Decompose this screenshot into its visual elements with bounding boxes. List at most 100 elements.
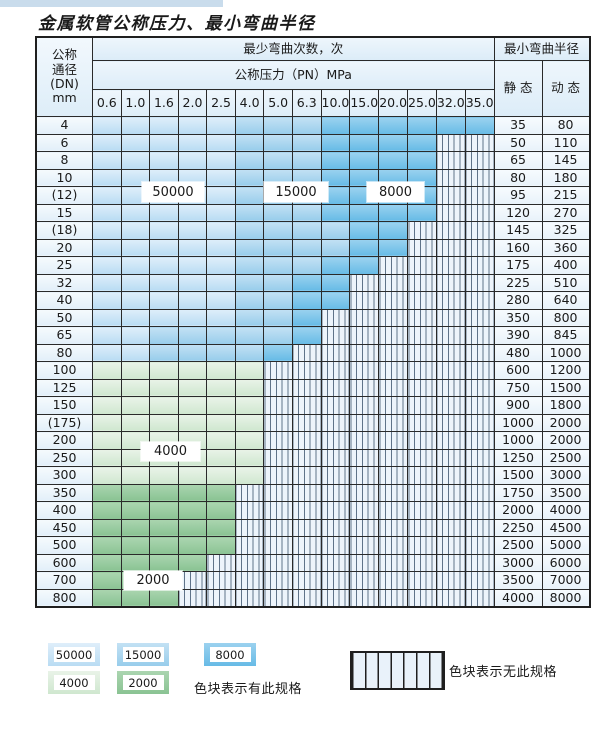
spec-cell [263,343,293,362]
no-spec-cell [435,553,466,572]
spec-cell [234,378,265,397]
spec-cell [234,361,265,380]
header-row-pressures: 0.6 1.0 1.6 2.0 2.5 4.0 5.0 6.3 10.0 15.0 20.0 25.0… [36,89,590,117]
no-spec-cell [320,308,351,327]
spec-cell [177,483,208,502]
no-spec-cell [206,588,236,608]
pressure-column-header: 15.0 [349,89,380,117]
no-spec-cell [378,291,409,310]
no-spec-cell [263,518,293,537]
spec-cell [149,396,179,415]
spec-cell [92,308,122,327]
spec-cell [291,203,322,222]
spec-cell [149,588,179,608]
no-spec-cell [407,308,437,327]
spec-cell [206,466,236,485]
table-row: 25 175 400 [35,256,591,275]
spec-cell [120,151,151,170]
no-spec-cell [464,186,495,205]
table-row: 150 900 1800 [35,396,591,415]
pressure-column-header: 25.0 [407,89,437,117]
no-spec-cell [320,536,351,555]
no-spec-cell [407,413,437,432]
spec-cell [206,501,236,520]
no-spec-cell [234,553,265,572]
spec-cell [320,116,351,135]
dn-cell: 400 [35,501,93,520]
spec-cell [349,133,380,152]
dn-cell: 6 [35,133,93,152]
no-spec-cell [378,536,409,555]
no-spec-cell [407,238,437,257]
table-row: 125 750 1500 [35,378,591,397]
no-spec-cell [291,466,322,485]
dynamic-radius-cell: 800 [541,308,591,327]
dn-cell: 600 [35,553,93,572]
dn-cell: 700 [35,571,93,590]
no-spec-cell [263,501,293,520]
no-spec-cell [320,571,351,590]
spec-cell [120,326,151,345]
no-spec-cell [320,466,351,485]
no-spec-cell [234,501,265,520]
no-spec-cell [349,588,380,608]
legend-swatch-8000: 8000 [204,643,256,666]
dynamic-radius-cell: 2500 [541,448,591,467]
no-spec-cell [435,133,466,152]
no-spec-cell [320,448,351,467]
no-spec-cell [464,326,495,345]
pressure-column-header: 0.6 [92,89,122,117]
dn-cell: 200 [35,431,93,450]
static-radius-cell: 2250 [493,518,543,537]
pressure-column-header: 20.0 [378,89,409,117]
spec-cell [92,343,122,362]
spec-cell [263,273,293,292]
no-spec-cell [464,501,495,520]
spec-cell [234,238,265,257]
spec-cell [92,186,122,205]
spec-cell [378,133,409,152]
dn-cell: (12) [35,186,93,205]
spec-cell [149,553,179,572]
spec-cell [149,291,179,310]
no-spec-cell [291,536,322,555]
spec-cell [149,466,179,485]
no-spec-cell [464,378,495,397]
spec-cell [92,238,122,257]
no-spec-cell [464,343,495,362]
legend-no-spec-swatch [350,651,445,690]
spec-cell [149,203,179,222]
pressure-column-header: 1.0 [120,89,151,117]
static-radius-cell: 900 [493,396,543,415]
spec-cell [206,273,236,292]
no-spec-cell [349,501,380,520]
no-spec-cell [378,518,409,537]
spec-cell [120,518,151,537]
table-row: 80 480 1000 [35,343,591,362]
no-spec-cell [407,483,437,502]
page-top-strip [0,0,223,7]
spec-cell [120,553,151,572]
no-spec-cell [407,378,437,397]
spec-cell [149,378,179,397]
spec-cell [177,256,208,275]
spec-cell [120,413,151,432]
dynamic-radius-cell: 8000 [541,588,591,608]
spec-cell [320,273,351,292]
no-spec-cell [378,396,409,415]
dynamic-radius-cell: 2000 [541,413,591,432]
dynamic-radius-cell: 640 [541,291,591,310]
no-spec-cell [435,168,466,187]
spec-cell [149,273,179,292]
no-spec-cell [464,238,495,257]
table-row: 50 350 800 [35,308,591,327]
no-spec-cell [291,588,322,608]
pressure-column-header: 10.0 [320,89,351,117]
pressure-column-header: 1.6 [149,89,179,117]
spec-cell [92,553,122,572]
cycle-count-label: 50000 [142,182,204,202]
no-spec-cell [407,518,437,537]
no-spec-cell [435,343,466,362]
table-row: 6 50 110 [35,133,591,152]
static-radius-cell: 350 [493,308,543,327]
